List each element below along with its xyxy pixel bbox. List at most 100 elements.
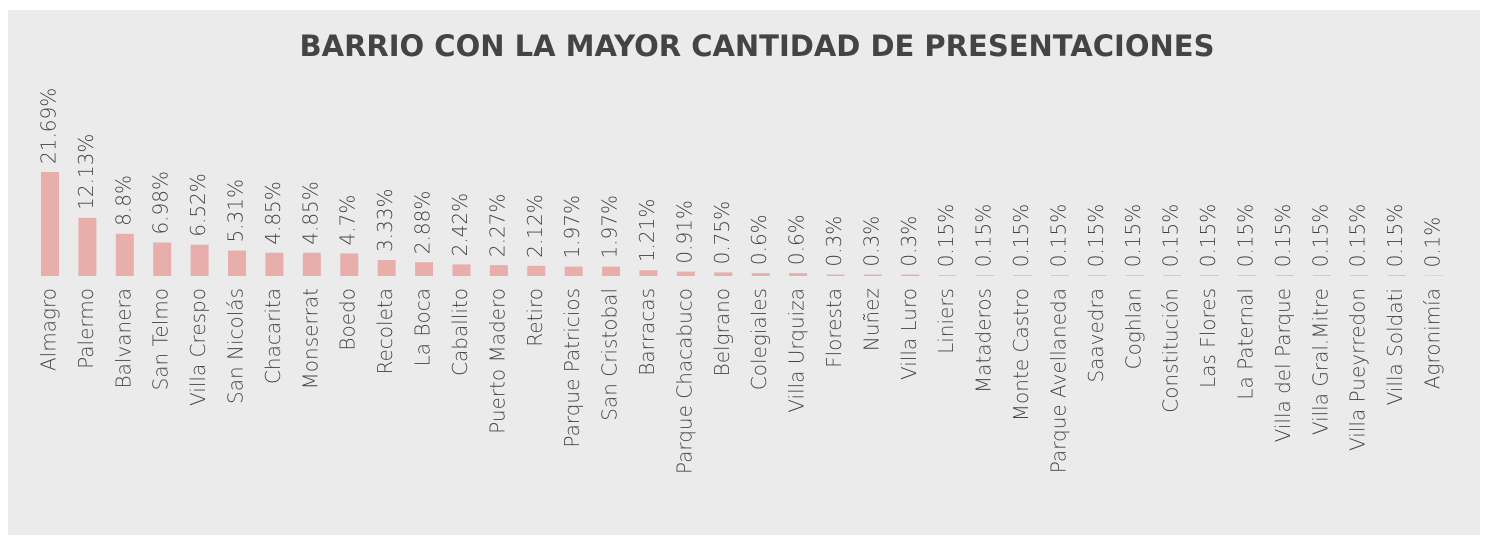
value-label: 0.3% [897, 216, 921, 267]
value-label: 6.98% [149, 171, 173, 235]
x-tick-label: Almagro [37, 288, 61, 371]
chart-title: BARRIO CON LA MAYOR CANTIDAD DE PRESENTA… [300, 29, 1215, 63]
x-tick-label: Parque Chacabuco [672, 288, 696, 474]
bar [190, 244, 209, 276]
value-label: 0.15% [1346, 204, 1370, 268]
value-label: 4.85% [261, 181, 285, 245]
bar [153, 242, 172, 276]
x-tick-label: La Paternal [1233, 288, 1257, 400]
x-tick-label: Parque Patricios [560, 288, 584, 448]
bar [41, 172, 59, 276]
bar [564, 266, 583, 276]
value-label: 0.15% [1196, 204, 1220, 268]
bar [639, 270, 658, 276]
bar [1125, 275, 1144, 276]
x-tick-label: Nuñez [859, 288, 883, 351]
bar [302, 252, 321, 276]
value-label: 0.91% [672, 200, 696, 264]
x-tick-label: San Telmo [149, 288, 173, 390]
value-label: 0.15% [1233, 204, 1257, 268]
value-label: 0.15% [1009, 204, 1033, 268]
x-tick-label: La Boca [411, 288, 435, 366]
x-tick-label: Parque Avellaneda [1046, 288, 1070, 473]
value-label: 21.69% [37, 88, 61, 164]
bar [452, 264, 471, 276]
x-tick-label: Liniers [934, 288, 958, 354]
x-tick-label: Floresta [822, 288, 846, 368]
x-tick-label: Saavedra [1084, 288, 1108, 383]
value-label: 0.6% [785, 214, 809, 265]
x-tick-label: Monte Castro [1009, 288, 1033, 421]
value-label: 6.52% [186, 173, 210, 237]
x-tick-label: Monserrat [298, 288, 322, 389]
x-tick-label: Retiro [523, 288, 547, 347]
x-tick-label: San Nicolás [224, 288, 248, 404]
bar [78, 217, 97, 276]
bar [1013, 275, 1032, 276]
value-label: 8.8% [111, 175, 135, 226]
value-label: 5.31% [224, 179, 248, 243]
bar [938, 275, 957, 276]
x-tick-label: Chacarita [261, 288, 285, 384]
x-tick-label: Barracas [635, 288, 659, 376]
x-tick-label: Villa Crespo [186, 288, 210, 406]
bar [489, 265, 508, 276]
value-label: 1.97% [560, 195, 584, 259]
x-tick-label: Mataderos [972, 288, 996, 393]
value-label: 12.13% [74, 134, 98, 210]
value-label: 1.21% [635, 199, 659, 263]
x-tick-label: Balvanera [111, 288, 135, 388]
bar [789, 273, 808, 276]
bar [1200, 275, 1219, 276]
value-label: 0.15% [1046, 204, 1070, 268]
value-label: 0.6% [747, 214, 771, 265]
bar [1050, 275, 1069, 276]
value-label: 2.12% [523, 194, 547, 258]
value-label: 4.85% [298, 181, 322, 245]
bar [265, 252, 284, 276]
x-tick-label: Boedo [336, 288, 360, 351]
value-label: 1.97% [598, 195, 622, 259]
bar [415, 262, 434, 276]
value-label: 0.3% [859, 216, 883, 267]
value-label: 0.15% [1271, 204, 1295, 268]
bar [377, 260, 396, 276]
x-tick-label: Villa Soldati [1383, 288, 1407, 405]
value-label: 0.15% [934, 204, 958, 268]
value-label: 0.15% [972, 204, 996, 268]
bar [826, 274, 845, 276]
bar [714, 272, 733, 276]
x-tick-label: Colegiales [747, 288, 771, 390]
x-tick-label: Villa Luro [897, 288, 921, 380]
x-tick-label: Belgrano [710, 288, 734, 376]
bar [1387, 275, 1406, 276]
x-tick-label: Villa Urquiza [785, 288, 809, 413]
x-tick-label: Caballito [448, 288, 472, 376]
x-tick-label: Villa Pueyrredon [1346, 288, 1370, 451]
bar [1350, 275, 1369, 276]
bar [527, 265, 546, 276]
bar [602, 266, 621, 276]
bar [1275, 275, 1294, 276]
value-label: 3.33% [373, 188, 397, 252]
value-label: 2.42% [448, 193, 472, 257]
bar [1312, 275, 1331, 276]
value-label: 0.1% [1421, 217, 1445, 268]
bar [676, 271, 695, 276]
x-tick-label: Palermo [74, 288, 98, 369]
bar [901, 274, 920, 276]
value-label: 0.3% [822, 216, 846, 267]
x-tick-label: Villa del Parque [1271, 288, 1295, 442]
value-label: 0.15% [1383, 204, 1407, 268]
x-tick-label: San Cristobal [598, 288, 622, 421]
bar [976, 275, 995, 276]
x-tick-label: Coghlan [1121, 288, 1145, 369]
value-label: 0.15% [1084, 204, 1108, 268]
value-label: 0.75% [710, 201, 734, 265]
bar [751, 273, 770, 276]
bar [1088, 275, 1107, 276]
bar [1163, 275, 1182, 276]
x-tick-label: Recoleta [373, 288, 397, 375]
bar [228, 250, 247, 276]
value-label: 0.15% [1121, 204, 1145, 268]
